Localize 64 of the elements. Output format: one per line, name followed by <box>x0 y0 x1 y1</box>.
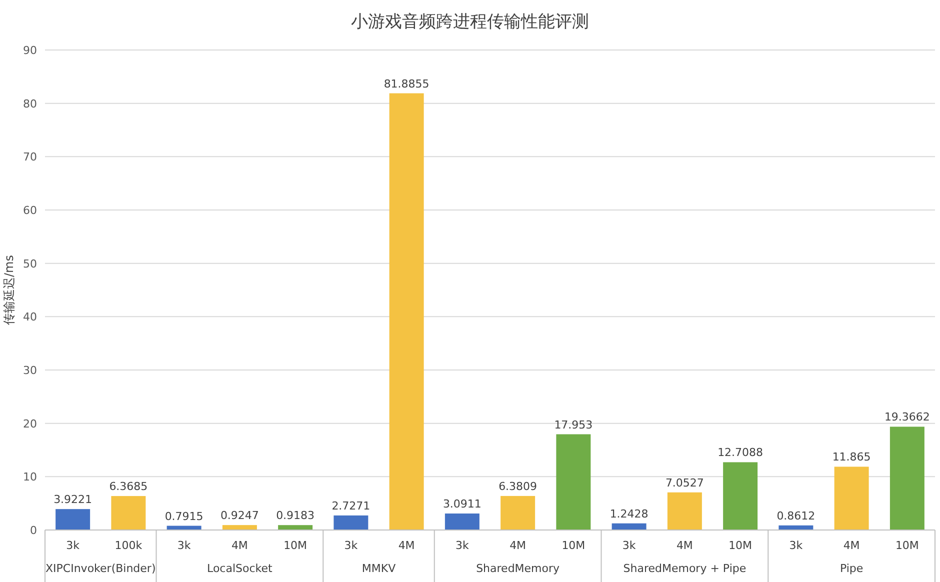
chart-title: 小游戏音频跨进程传输性能评测 <box>351 12 589 32</box>
x-tick-label: 4M <box>231 539 248 552</box>
data-label: 0.9247 <box>220 509 259 522</box>
x-tick-label: 3k <box>622 539 636 552</box>
bar <box>723 462 758 530</box>
y-tick-label: 50 <box>23 257 37 270</box>
y-tick-label: 80 <box>23 97 37 110</box>
y-tick-label: 20 <box>23 417 37 430</box>
data-label: 81.8855 <box>384 77 430 90</box>
bar <box>500 496 536 530</box>
text: LocalSocket <box>207 562 274 575</box>
x-tick-label: 10M <box>284 539 308 552</box>
y-tick-label: 0 <box>30 524 37 537</box>
bar <box>890 426 924 530</box>
y-tick-label: 60 <box>23 204 37 217</box>
y-tick-label: 40 <box>23 310 37 324</box>
data-label: 2.7271 <box>332 499 370 512</box>
x-tick-label: 3k <box>456 539 470 552</box>
x-tick-label: 10M <box>895 539 919 552</box>
y-axis-title: 传输延迟/ms <box>2 255 16 325</box>
y-tick-label: 30 <box>23 364 37 377</box>
bar <box>222 525 257 530</box>
bar <box>612 523 646 530</box>
text: SharedMemory + Pipe <box>623 562 746 575</box>
data-label: 7.0527 <box>665 476 704 490</box>
data-label: 17.953 <box>554 418 593 432</box>
bar <box>444 514 480 530</box>
x-tick-label: 4M <box>398 539 415 552</box>
data-label: 6.3809 <box>498 480 538 493</box>
data-label: 0.9183 <box>276 509 315 522</box>
text: SharedMemory <box>476 562 560 575</box>
x-tick-label: 3k <box>177 539 192 552</box>
bar <box>834 466 869 530</box>
data-label: 0.8612 <box>776 509 816 522</box>
bar <box>556 434 591 530</box>
x-tick-label: 3k <box>789 539 804 552</box>
data-label: 6.3685 <box>109 480 148 494</box>
data-label: 3.9221 <box>54 493 92 506</box>
x-tick-label: 3k <box>66 539 80 552</box>
data-label: 19.3662 <box>884 410 930 424</box>
y-tick-label: 90 <box>23 44 37 57</box>
data-label: 0.7915 <box>164 510 204 523</box>
bar <box>389 93 424 530</box>
data-label: 1.2428 <box>610 507 648 520</box>
x-tick-label: 4M <box>843 539 860 552</box>
data-label: 12.7088 <box>718 446 764 460</box>
x-tick-label: 4M <box>510 539 526 552</box>
bar <box>334 515 368 530</box>
x-tick-label: 100k <box>114 539 143 552</box>
data-label: 11.865 <box>832 450 871 464</box>
bar <box>56 509 90 530</box>
bar <box>667 492 702 530</box>
y-tick-label: 10 <box>23 470 37 484</box>
x-tick-label: 4M <box>676 539 693 552</box>
bar <box>278 525 313 530</box>
text: Pipe <box>840 562 864 575</box>
data-label: 3.0911 <box>442 498 482 511</box>
x-tick-label: 3k <box>344 539 358 552</box>
x-tick-label: 10M <box>728 539 752 552</box>
bar <box>111 496 146 530</box>
y-tick-label: 70 <box>23 150 37 164</box>
text: MMKV <box>362 562 396 575</box>
text: XIPCInvoker(Binder) <box>46 562 156 575</box>
x-tick-label: 10M <box>562 539 586 552</box>
